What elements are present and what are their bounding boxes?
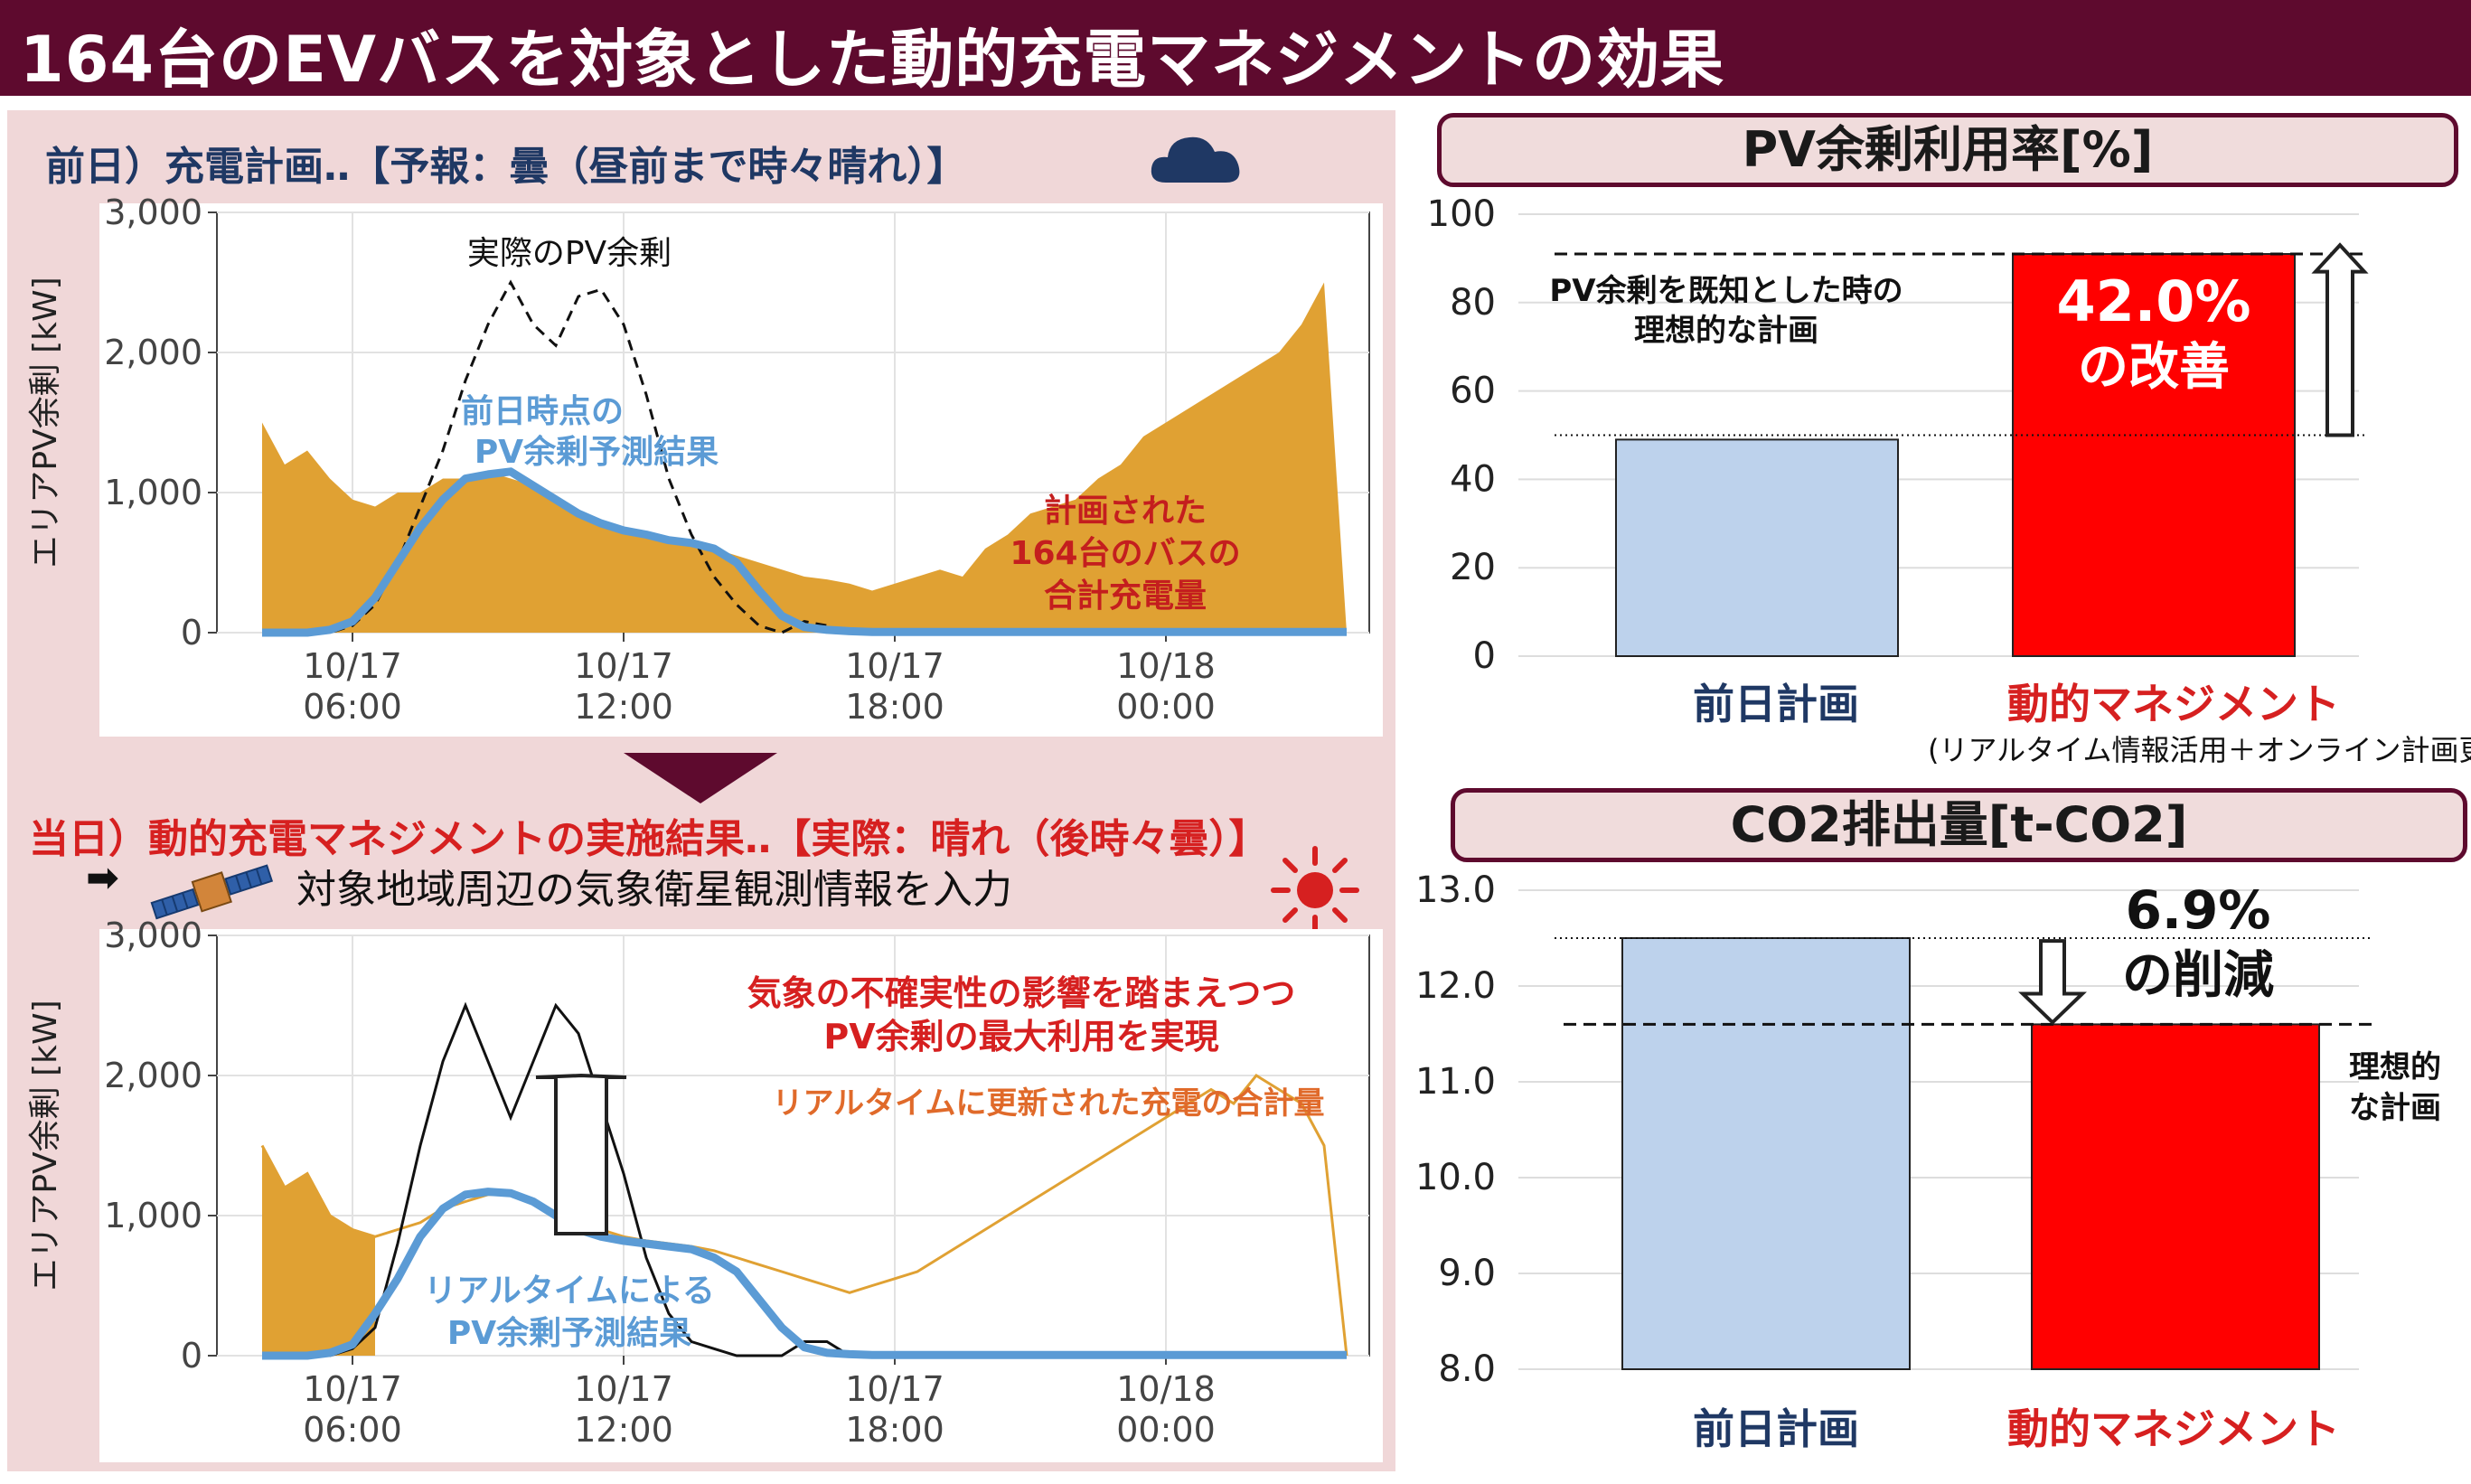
cloud-icon	[1151, 136, 1240, 183]
x-tick-label-time: 06:00	[303, 687, 402, 727]
x-tick-label-date: 10/17	[303, 646, 402, 686]
input-arrow-icon: ➡	[86, 855, 119, 901]
reduction-label: の削減	[2122, 946, 2274, 1005]
co2-header: CO2排出量[t-CO2]	[1451, 788, 2467, 862]
y-tick-label: 3,000	[104, 916, 202, 955]
forecast-series	[262, 467, 1347, 637]
x-label-dynamic: 動的マネジメント	[2007, 680, 2340, 728]
satellite-icon	[150, 864, 274, 920]
input-text: 対象地域周辺の気象衛星観測情報を入力	[296, 867, 1012, 913]
realtime-charge-label: リアルタイムに更新された充電の合計量	[773, 1085, 1325, 1122]
x-tick-label-time: 12:00	[574, 1410, 673, 1450]
y-tick-label: 3,000	[104, 193, 202, 232]
x-tick-label-date: 10/17	[574, 1369, 673, 1409]
y-tick-label: 100	[1427, 193, 1496, 235]
forecast-label-line1: 前日時点の	[461, 393, 624, 430]
x-tick-label-date: 10/17	[845, 1369, 944, 1409]
up-arrow-icon	[535, 1073, 627, 1235]
x-label-prior-plan: 前日計画	[1693, 680, 1859, 728]
red-annotation-line1: 気象の不確実性の影響を踏まえつつ	[747, 973, 1296, 1013]
reduction-percent: 6.9%	[2126, 879, 2271, 941]
x-tick-label-date: 10/17	[845, 646, 944, 686]
ideal-label-line1: 理想的	[2349, 1049, 2441, 1085]
improvement-label: の改善	[2078, 338, 2230, 397]
y-axis-label: エリアPV余剰 [kW]	[27, 277, 64, 568]
y-tick-label: 60	[1450, 371, 1496, 412]
dynamic-sub-label: (リアルタイム情報活用＋オンライン計画更新)	[1928, 733, 2471, 767]
bottom-panel-title: 当日）動的充電マネジメントの実施結果‥【実際：晴れ（後時々曇）】	[29, 816, 1269, 862]
charge-label-line2: 164台のバスの	[1010, 535, 1240, 572]
improvement-percent: 42.0%	[2056, 268, 2250, 334]
y-tick-label: 20	[1450, 547, 1496, 588]
y-tick-label: 12.0	[1415, 965, 1496, 1007]
charge-label-line3: 合計充電量	[1044, 578, 1207, 615]
realtime-forecast-label-line2: PV余剰予測結果	[447, 1314, 691, 1352]
x-tick-label-time: 18:00	[845, 687, 944, 727]
page-title: 164台のEVバスを対象とした動的充電マネジメントの効果	[20, 23, 1725, 97]
y-tick-label: 40	[1450, 458, 1496, 500]
y-axis-label: エリアPV余剰 [kW]	[27, 1000, 64, 1291]
top-timeseries-chart: 01,0002,0003,00010/1706:0010/1712:0010/1…	[27, 193, 1370, 727]
y-tick-label: 2,000	[104, 333, 202, 372]
x-tick-label-date: 10/18	[1116, 646, 1216, 686]
y-tick-label: 9.0	[1438, 1253, 1496, 1294]
x-tick-label-time: 00:00	[1116, 1410, 1216, 1450]
bar-prior-plan	[1615, 438, 1899, 658]
y-tick-label: 10.0	[1415, 1157, 1496, 1198]
actual-pv-label: 実際のPV余剰	[467, 235, 672, 272]
red-annotation-line2: PV余剰の最大利用を実現	[823, 1017, 1218, 1057]
up-arrow-icon	[2311, 242, 2369, 437]
sun-icon	[1271, 846, 1359, 935]
x-tick-label-time: 00:00	[1116, 687, 1216, 727]
x-tick-label-time: 06:00	[303, 1410, 402, 1450]
down-arrow-icon	[2018, 939, 2087, 1026]
charge-area-series	[262, 282, 1347, 633]
forecast-series	[262, 1188, 1347, 1360]
charge-area-head	[262, 1145, 375, 1356]
top-panel-title: 前日）充電計画‥【予報：曇（昼前まで時々晴れ）】	[45, 144, 967, 190]
y-tick-label: 0	[181, 1336, 202, 1376]
bar-prior-plan	[1621, 937, 1911, 1370]
y-tick-label: 8.0	[1438, 1348, 1496, 1390]
y-tick-label: 1,000	[104, 473, 202, 512]
ideal-label-line2: な計画	[2349, 1090, 2441, 1126]
y-tick-label: 1,000	[104, 1196, 202, 1235]
x-tick-label-time: 12:00	[574, 687, 673, 727]
x-tick-label-date: 10/17	[574, 646, 673, 686]
x-label-dynamic: 動的マネジメント	[2007, 1404, 2340, 1453]
y-tick-label: 13.0	[1415, 869, 1496, 911]
y-tick-label: 2,000	[104, 1056, 202, 1095]
x-tick-label-date: 10/17	[303, 1369, 402, 1409]
bottom-timeseries-chart: 01,0002,0003,00010/1706:0010/1712:0010/1…	[27, 916, 1370, 1450]
down-triangle-icon	[624, 753, 777, 803]
y-tick-label: 0	[1473, 635, 1496, 677]
y-tick-label: 0	[181, 613, 202, 653]
x-tick-label-time: 18:00	[845, 1410, 944, 1450]
forecast-label-line2: PV余剰予測結果	[474, 433, 719, 471]
ideal-label-line1: PV余剰を既知とした時の	[1549, 273, 1903, 309]
ideal-label-line2: 理想的な計画	[1634, 313, 1818, 349]
pv-header: PV余剰利用率[%]	[1437, 113, 2458, 187]
charge-label-line1: 計画された	[1044, 493, 1207, 530]
realtime-forecast-label-line1: リアルタイムによる	[424, 1273, 715, 1310]
y-tick-label: 11.0	[1415, 1061, 1496, 1103]
bar-dynamic	[2031, 1023, 2320, 1370]
x-label-prior-plan: 前日計画	[1693, 1404, 1859, 1453]
bar-dynamic	[2012, 253, 2296, 657]
title-bar: 164台のEVバスを対象とした動的充電マネジメントの効果	[0, 0, 2471, 97]
plot-frame	[216, 935, 1370, 1357]
y-tick-label: 80	[1450, 282, 1496, 324]
x-tick-label-date: 10/18	[1116, 1369, 1216, 1409]
